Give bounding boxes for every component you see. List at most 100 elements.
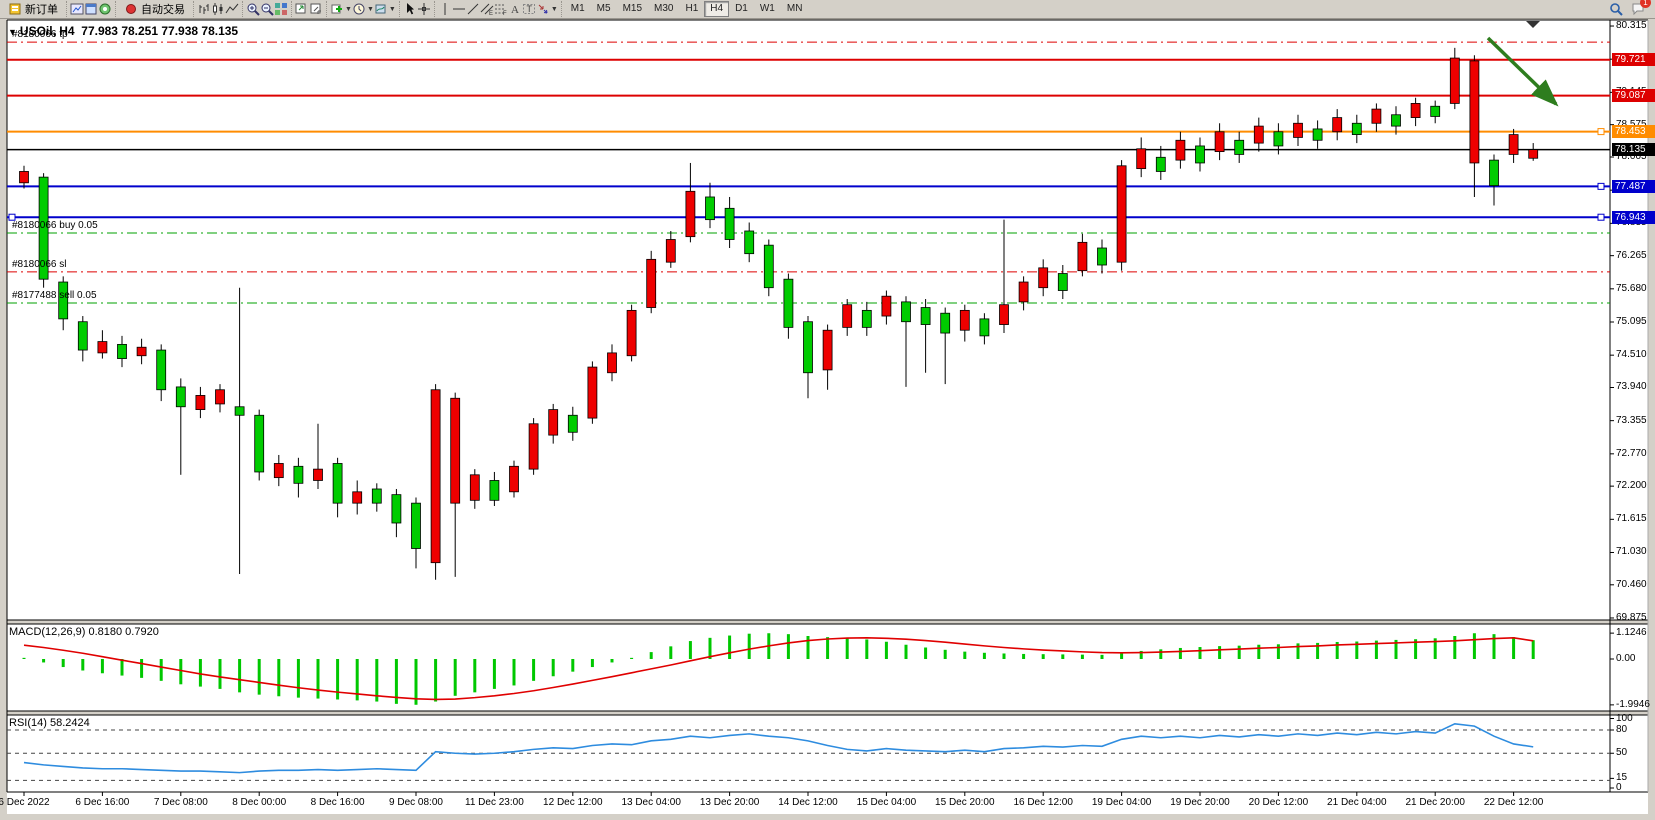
price-axis-tick: 70.460: [1616, 578, 1647, 590]
candle: [587, 366, 598, 419]
macd-histogram-bar: [884, 641, 888, 659]
vertical-line-icon[interactable]: [438, 2, 452, 16]
macd-histogram-bar: [355, 659, 359, 701]
price-axis-tick: 71.030: [1616, 546, 1647, 558]
main-price-pane[interactable]: [7, 36, 1610, 580]
fibonacci-icon[interactable]: F: [494, 2, 508, 16]
candle: [489, 480, 500, 501]
arrange-b-icon[interactable]: [309, 2, 323, 16]
order-line-label: #8180066 sl: [12, 258, 67, 270]
add-indicator-icon[interactable]: [330, 2, 344, 16]
new-order-button[interactable]: 新订单: [3, 1, 63, 18]
macd-histogram-bar: [1159, 649, 1163, 659]
arrows-icon[interactable]: [536, 2, 550, 16]
templates-dropdown-icon[interactable]: ▼: [388, 5, 396, 13]
periods-clock-dropdown-icon[interactable]: ▼: [366, 5, 374, 13]
zoom-out-icon[interactable]: [260, 2, 274, 16]
macd-histogram-bar: [1316, 642, 1320, 659]
macd-histogram-bar: [375, 659, 379, 702]
candle: [1410, 103, 1421, 118]
candle: [1077, 241, 1088, 272]
candle: [1136, 148, 1147, 170]
candle: [685, 190, 696, 238]
macd-histogram-bar: [238, 659, 242, 693]
chat-button[interactable]: 1: [1631, 0, 1651, 18]
timeframe-button-m30[interactable]: M30: [654, 3, 674, 14]
zoom-in-icon[interactable]: [246, 2, 260, 16]
time-axis-label: 8 Dec 16:00: [310, 797, 365, 808]
macd-histogram-bar: [943, 649, 947, 659]
candle: [1469, 60, 1480, 164]
candle: [940, 312, 951, 334]
trend-arrow-annotation[interactable]: [1486, 36, 1559, 107]
periods-clock-icon[interactable]: [352, 2, 366, 16]
candle: [1057, 273, 1068, 291]
text-icon[interactable]: A: [508, 2, 522, 16]
search-icon[interactable]: [1609, 2, 1623, 16]
horizontal-line-icon[interactable]: [452, 2, 466, 16]
price-badge: 79.087: [1612, 89, 1655, 103]
bars-chart-icon[interactable]: [197, 2, 211, 16]
arrange-a-icon[interactable]: [295, 2, 309, 16]
candle: [58, 281, 69, 320]
time-axis-label: 13 Dec 04:00: [621, 797, 681, 808]
macd-histogram-bar: [826, 637, 830, 659]
candle: [352, 491, 363, 504]
timeframe-button-h4[interactable]: H4: [704, 1, 730, 17]
macd-histogram-bar: [140, 659, 144, 678]
timeframe-button-w1[interactable]: W1: [759, 3, 775, 14]
candle: [1293, 122, 1303, 138]
time-axis-label: 7 Dec 08:00: [153, 797, 208, 808]
timeframe-button-h1[interactable]: H1: [685, 3, 699, 14]
market-watch-icon[interactable]: [84, 2, 98, 16]
candle: [136, 346, 147, 357]
add-indicator-dropdown-icon[interactable]: ▼: [345, 5, 352, 13]
price-axis-tick: 75.680: [1616, 282, 1647, 294]
new-order-label: 新订单: [25, 4, 58, 16]
trendline-icon[interactable]: [466, 2, 480, 16]
toolbar-right-group: 1: [1609, 0, 1655, 18]
macd-histogram-bar: [1335, 641, 1339, 659]
text-label-icon[interactable]: T: [522, 2, 536, 16]
cursor-icon[interactable]: [403, 2, 417, 16]
line-chart-icon[interactable]: [225, 2, 239, 16]
candle: [1195, 145, 1205, 164]
crosshair-icon[interactable]: [417, 2, 431, 16]
macd-histogram-bar: [1139, 650, 1143, 659]
templates-icon[interactable]: [374, 2, 388, 16]
timeframe-button-mn[interactable]: MN: [786, 3, 803, 14]
rsi-axis-tick: 100: [1616, 712, 1633, 724]
time-axis-label: 8 Dec 00:00: [232, 797, 287, 808]
macd-histogram-bar: [277, 659, 281, 697]
macd-signal-line: [23, 637, 1534, 701]
candle: [665, 239, 676, 263]
order-line-label: #8180066 tp: [12, 29, 68, 41]
macd-histogram-bar: [1394, 639, 1398, 659]
timeframe-button-m15[interactable]: M15: [622, 3, 643, 14]
signals-icon[interactable]: [98, 2, 112, 16]
macd-histogram-bar: [61, 659, 65, 668]
timeframe-button-m5[interactable]: M5: [596, 3, 611, 14]
equidistant-channel-icon[interactable]: E: [480, 2, 494, 16]
candle: [1508, 134, 1519, 155]
time-axis-label: 13 Dec 20:00: [699, 797, 760, 808]
charts-icon[interactable]: [70, 2, 84, 16]
macd-histogram-bar: [865, 639, 869, 659]
price-axis-tick: 71.615: [1616, 513, 1647, 525]
timeframe-button-m1[interactable]: M1: [570, 3, 585, 14]
candles-chart-icon[interactable]: [211, 2, 225, 16]
autotrading-button[interactable]: 自动交易: [119, 1, 190, 18]
chart-symbol: USOil, H4: [19, 24, 75, 38]
timeframe-button-d1[interactable]: D1: [735, 3, 748, 14]
macd-histogram-bar: [1257, 644, 1261, 659]
tile-windows-icon[interactable]: [274, 2, 288, 16]
macd-histogram-bar: [904, 644, 908, 659]
symbol-dropdown-icon[interactable]: ▼: [8, 27, 17, 37]
arrows-dropdown-icon[interactable]: ▼: [550, 5, 558, 13]
candle: [117, 343, 127, 359]
macd-histogram-bar: [1198, 647, 1202, 659]
candle: [959, 309, 970, 331]
time-axis-label: 14 Dec 12:00: [778, 797, 838, 808]
svg-text:T: T: [526, 4, 532, 14]
